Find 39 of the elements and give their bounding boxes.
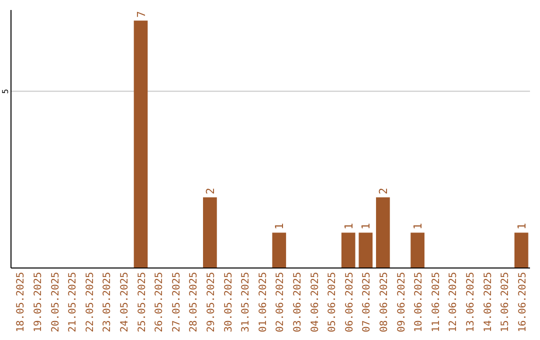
x-tick-label: 29.05.2025 bbox=[206, 272, 217, 332]
x-tick-label: 30.05.2025 bbox=[223, 272, 234, 332]
x-tick-label: 06.06.2025 bbox=[344, 272, 356, 332]
data-label: 2 bbox=[376, 188, 390, 194]
x-tick-label: 25.05.2025 bbox=[136, 272, 148, 332]
data-label: 2 bbox=[204, 188, 217, 194]
data-label: 1 bbox=[342, 223, 356, 230]
x-tick-label: 05.06.2025 bbox=[327, 272, 338, 332]
data-label: 1 bbox=[360, 223, 373, 230]
x-tick-label: 19.05.2025 bbox=[32, 272, 44, 332]
data-label: 1 bbox=[412, 223, 425, 230]
x-tick-label: 23.05.2025 bbox=[102, 272, 114, 332]
x-tick-label: 07.06.2025 bbox=[362, 272, 373, 332]
x-tick-label: 14.06.2025 bbox=[482, 272, 494, 332]
x-tick-label: 24.05.2025 bbox=[119, 272, 130, 332]
x-tick-label: 28.05.2025 bbox=[188, 272, 200, 332]
x-tick-label: 12.06.2025 bbox=[448, 272, 460, 332]
x-tick-label: 15.06.2025 bbox=[500, 272, 512, 332]
y-tick-label: 5 bbox=[1, 88, 10, 94]
x-tick-label: 08.06.2025 bbox=[378, 272, 390, 332]
x-tick-label: 02.06.2025 bbox=[275, 272, 286, 332]
x-tick-label: 20.05.2025 bbox=[50, 272, 62, 332]
data-label: 1 bbox=[515, 223, 528, 230]
x-tick-label: 27.05.2025 bbox=[171, 272, 182, 332]
x-tick-label: 16.06.2025 bbox=[517, 272, 528, 332]
x-tick-label: 10.06.2025 bbox=[414, 272, 425, 332]
x-tick-label: 21.05.2025 bbox=[68, 272, 79, 332]
x-tick-label: 09.06.2025 bbox=[396, 272, 408, 332]
data-label: 1 bbox=[273, 223, 286, 230]
x-tick-label: 04.06.2025 bbox=[310, 272, 321, 332]
x-tick-label: 22.05.2025 bbox=[84, 272, 96, 332]
x-tick-label: 18.05.2025 bbox=[16, 272, 27, 332]
x-tick-label: 03.06.2025 bbox=[292, 272, 304, 332]
x-tick-label: 01.06.2025 bbox=[258, 272, 269, 332]
x-tick-label: 26.05.2025 bbox=[154, 272, 166, 332]
x-tick-label: 31.05.2025 bbox=[240, 272, 252, 332]
data-label: 7 bbox=[134, 10, 148, 18]
x-tick-label: 11.06.2025 bbox=[430, 272, 442, 332]
x-tick-label: 13.06.2025 bbox=[465, 272, 476, 332]
